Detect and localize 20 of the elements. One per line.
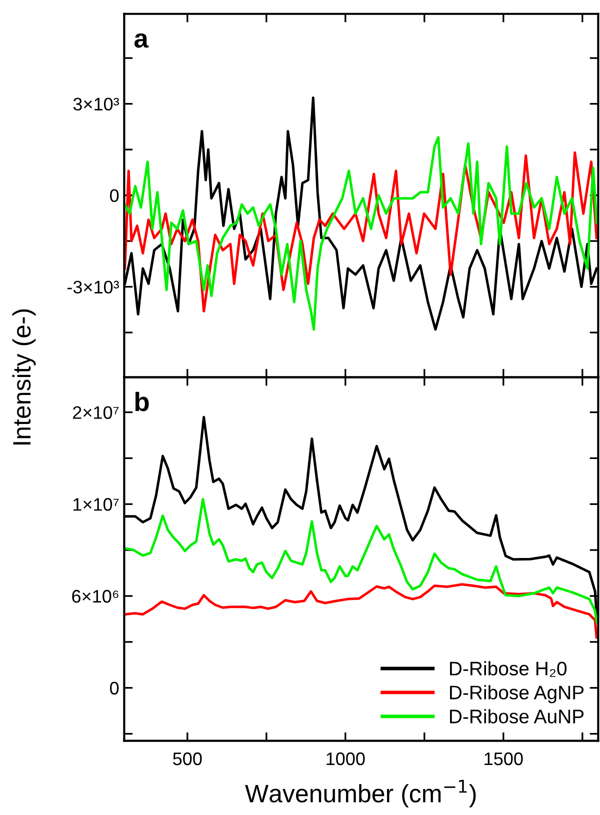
- x-tick-label: 1500: [484, 752, 523, 766]
- y-tick-label: 6×10⁶: [72, 590, 118, 603]
- y-tick-label: 3×10³: [73, 98, 119, 111]
- y-axis-title: Intensity (e-): [12, 309, 36, 444]
- legend-label: D-Ribose AgNP: [450, 685, 584, 704]
- y-tick-label: 0: [110, 682, 119, 695]
- legend-label: D-Ribose AuNP: [450, 709, 584, 724]
- line-series: [124, 583, 598, 639]
- y-tick-label: 1×10⁷: [74, 498, 119, 511]
- chart-title: b: [135, 392, 149, 412]
- y-tick-label: 0: [110, 189, 119, 202]
- x-tick-label: 1000: [326, 752, 365, 766]
- line-series: [124, 136, 598, 331]
- y-tick-label: -3×10³: [67, 280, 119, 294]
- legend-label: D-Ribose H₂0: [450, 661, 567, 677]
- x-tick-label: 500: [173, 752, 202, 766]
- y-tick-label: 2×10⁷: [73, 406, 119, 419]
- x-axis-title: Wavenumber (cm$^{−1}$): [245, 780, 476, 808]
- line-series: [124, 498, 598, 624]
- text: a: [134, 33, 149, 48]
